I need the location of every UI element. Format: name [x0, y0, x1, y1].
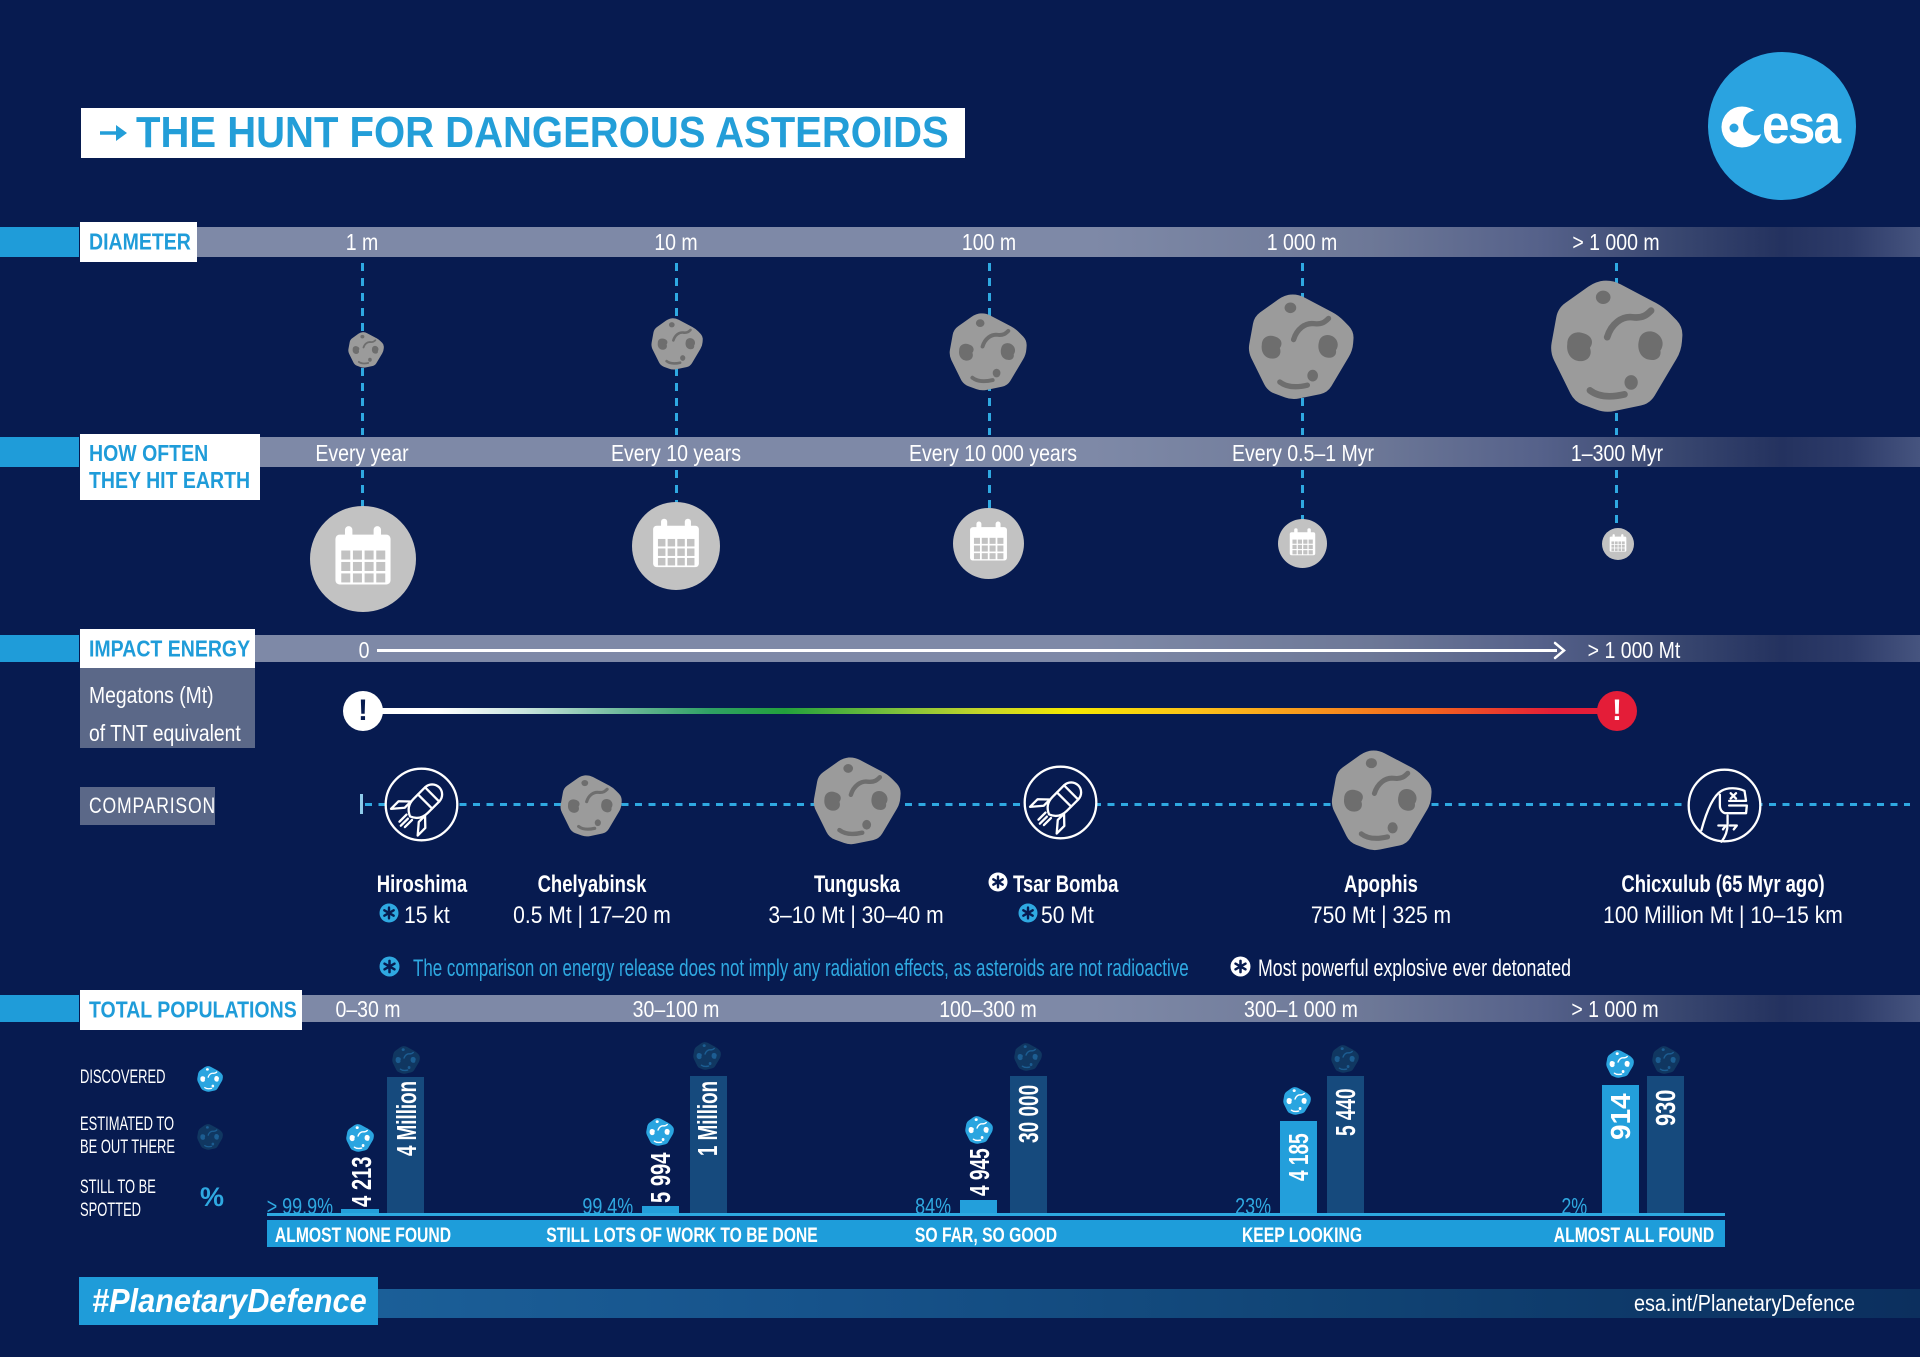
svg-text:esa: esa: [1762, 95, 1842, 156]
